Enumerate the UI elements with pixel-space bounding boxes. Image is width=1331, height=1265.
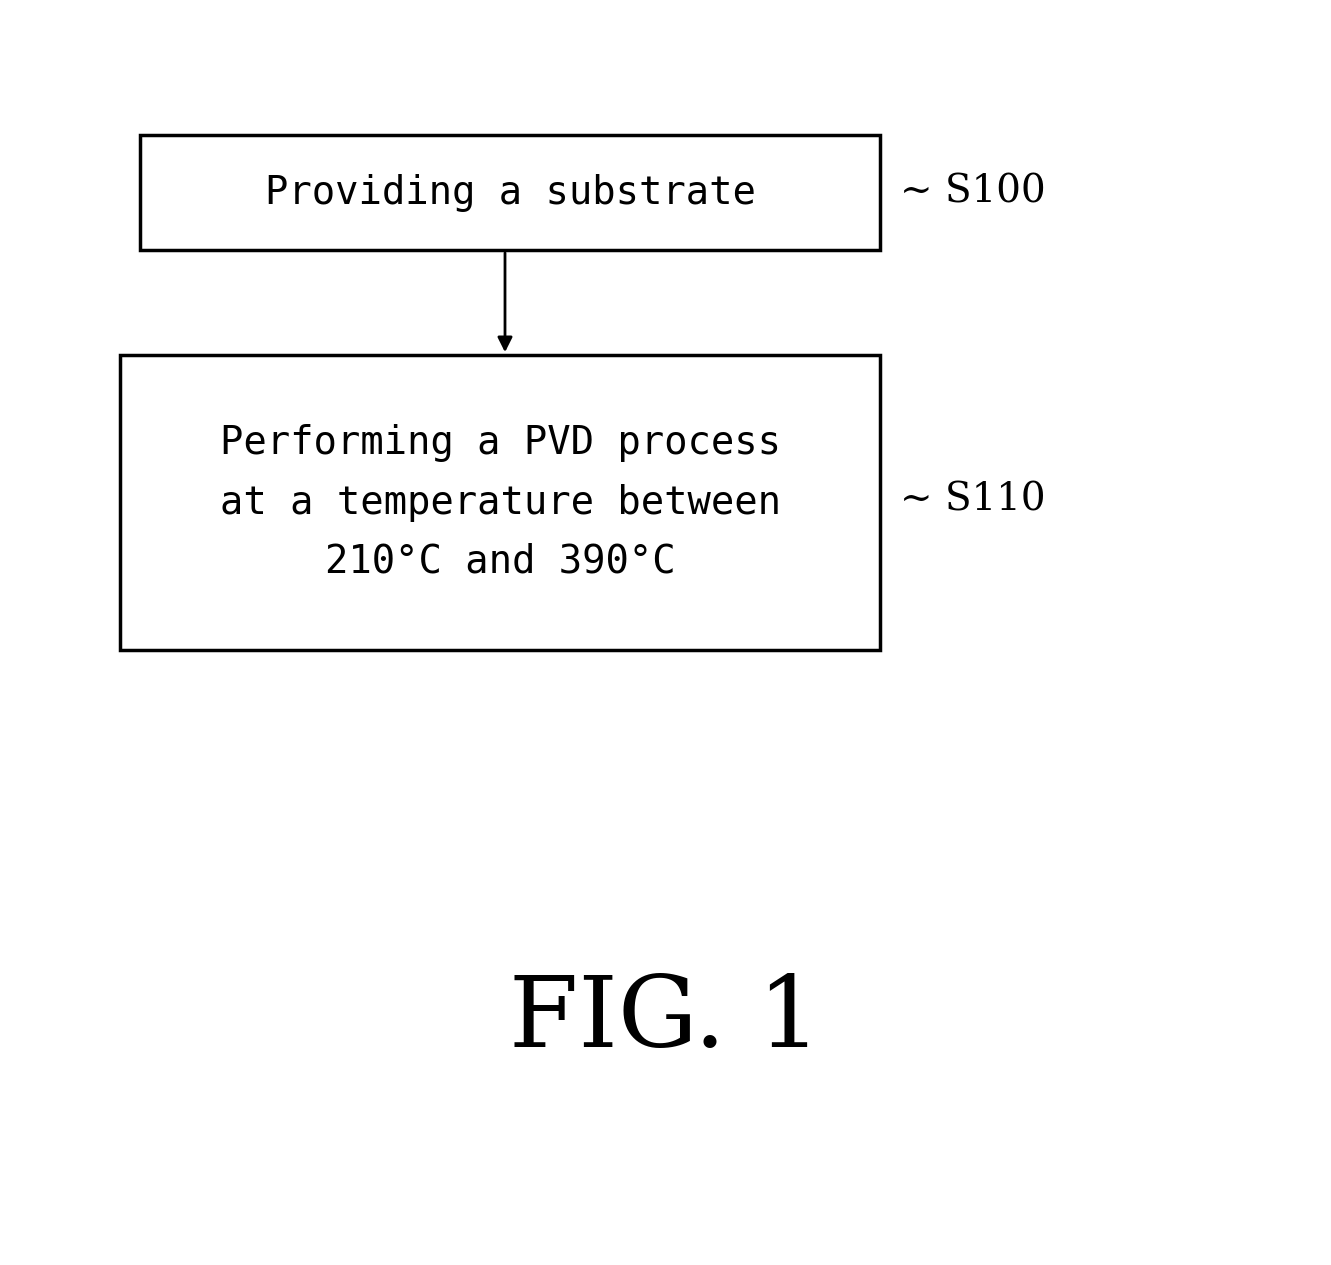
Text: ∼ S110: ∼ S110 [900, 482, 1046, 519]
Text: Providing a substrate: Providing a substrate [265, 173, 756, 211]
Bar [140, 135, 880, 250]
Text: ∼ S100: ∼ S100 [900, 173, 1046, 210]
Text: FIG. 1: FIG. 1 [508, 972, 821, 1068]
Text: Performing a PVD process
at a temperature between
210°C and 390°C: Performing a PVD process at a temperatur… [220, 425, 780, 581]
Bar [120, 355, 880, 650]
